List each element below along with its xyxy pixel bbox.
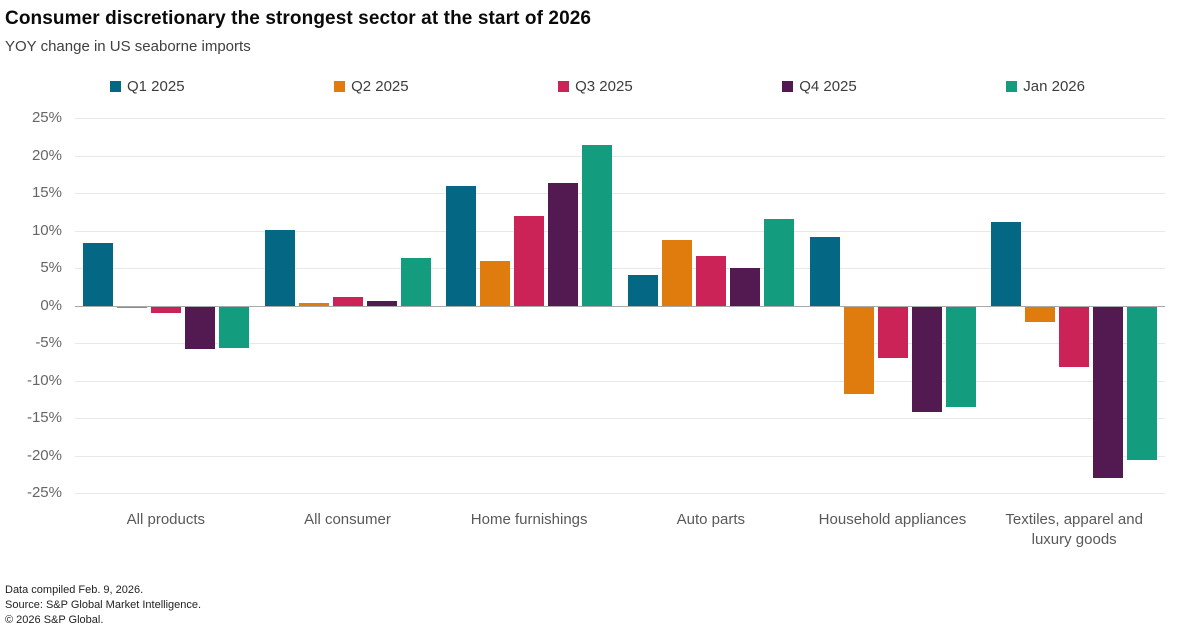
bar-q2-2025-auto-parts: [661, 240, 692, 306]
legend-item-q2-2025: Q2 2025: [334, 78, 409, 95]
chart-header: Consumer discretionary the strongest sec…: [0, 0, 1201, 55]
x-axis-category-label: All products: [126, 511, 206, 528]
x-axis-category-label: All consumer: [304, 511, 391, 528]
footnote-copyright: © 2026 S&P Global.: [5, 613, 104, 626]
bar-jan-2026-all-consumer: [400, 258, 431, 306]
bar-q1-2025-home-furnishings: [446, 185, 477, 306]
y-axis-tick-label: 15%: [31, 184, 62, 201]
bar-q3-2025-household-appliances: [877, 306, 908, 359]
gridline: [75, 193, 1165, 194]
x-axis-category-label: Household appliances: [818, 511, 967, 528]
bar-q2-2025-home-furnishings: [480, 260, 511, 306]
y-axis-tick-label: 0%: [40, 296, 62, 314]
legend-item-q4-2025: Q4 2025: [782, 78, 857, 95]
bar-q2-2025-textiles-apparel-and-luxury-goods: [1025, 306, 1056, 323]
bar-q4-2025-auto-parts: [729, 268, 760, 306]
gridline: [75, 380, 1165, 382]
legend-label: Q3 2025: [575, 78, 633, 95]
footnote-source: Source: S&P Global Market Intelligence.: [5, 598, 202, 611]
x-axis-category-label: Home furnishings: [470, 511, 588, 528]
gridline: [75, 155, 1165, 157]
gridline: [75, 343, 1165, 344]
legend-swatch-icon: [558, 81, 570, 92]
bar-q3-2025-textiles-apparel-and-luxury-goods: [1059, 306, 1090, 367]
legend-label: Jan 2026: [1023, 78, 1085, 95]
zero-gridline: [75, 305, 1165, 307]
y-axis-tick-label: -15%: [26, 409, 62, 426]
gridline: [75, 418, 1165, 419]
bar-jan-2026-auto-parts: [763, 219, 794, 306]
legend-label: Q4 2025: [799, 78, 857, 95]
legend-item-q1-2025: Q1 2025: [110, 78, 185, 95]
bar-q4-2025-all-products: [184, 306, 215, 349]
gridline: [75, 455, 1165, 457]
gridline: [75, 230, 1165, 232]
y-axis-tick-label: 10%: [31, 221, 62, 239]
legend-label: Q1 2025: [127, 78, 185, 95]
x-axis-category-label: Auto parts: [676, 511, 746, 528]
y-axis-tick-label: 25%: [31, 109, 62, 126]
gridline: [75, 268, 1165, 269]
bar-q1-2025-textiles-apparel-and-luxury-goods: [991, 221, 1022, 306]
y-axis-tick-label: -5%: [35, 334, 62, 351]
bar-jan-2026-textiles-apparel-and-luxury-goods: [1127, 306, 1158, 460]
y-axis-tick-label: 20%: [31, 146, 62, 164]
bar-q1-2025-household-appliances: [809, 236, 840, 306]
legend-swatch-icon: [110, 81, 121, 92]
bar-q1-2025-all-consumer: [264, 229, 295, 306]
bar-q1-2025-auto-parts: [627, 274, 658, 306]
bar-q4-2025-home-furnishings: [548, 183, 579, 306]
bar-q2-2025-household-appliances: [843, 306, 874, 394]
legend-item-jan-2026: Jan 2026: [1006, 78, 1085, 95]
legend-swatch-icon: [334, 81, 346, 92]
y-axis-tick-label: -25%: [26, 484, 62, 501]
y-axis-tick-label: -10%: [26, 371, 62, 389]
legend-swatch-icon: [782, 81, 794, 92]
bar-q4-2025-all-consumer: [366, 301, 397, 306]
chart-subtitle: YOY change in US seaborne imports: [5, 38, 251, 55]
y-axis-tick-label: -20%: [26, 446, 62, 464]
chart-legend: Q1 2025 Q2 2025 Q3 2025 Q4 2025 Jan 2026: [110, 78, 1085, 95]
bar-q4-2025-textiles-apparel-and-luxury-goods: [1093, 306, 1124, 479]
y-axis-tick-label: 5%: [40, 259, 62, 276]
x-axis-category-label: Textiles, apparel and luxury goods: [1005, 511, 1143, 549]
legend-swatch-icon: [1006, 81, 1018, 92]
bar-q3-2025-all-consumer: [332, 296, 363, 306]
bar-jan-2026-household-appliances: [945, 306, 976, 407]
bar-q3-2025-auto-parts: [695, 256, 726, 306]
bar-q3-2025-all-products: [150, 306, 181, 314]
legend-item-q3-2025: Q3 2025: [558, 78, 633, 95]
legend-label: Q2 2025: [351, 78, 409, 95]
bar-q4-2025-household-appliances: [911, 306, 942, 412]
bar-chart: All products All consumer Home furnishings…: [0, 98, 1201, 568]
gridline: [75, 118, 1165, 119]
footnote-compiled: Data compiled Feb. 9, 2026.: [5, 584, 144, 596]
bar-q2-2025-all-products: [116, 306, 147, 308]
bar-q3-2025-home-furnishings: [514, 215, 545, 306]
gridline: [75, 493, 1165, 494]
chart-footnotes: Data compiled Feb. 9, 2026. Source: S&P …: [5, 583, 201, 628]
chart-title: Consumer discretionary the strongest sec…: [5, 8, 592, 29]
bar-q1-2025-all-products: [82, 242, 113, 306]
bar-q2-2025-all-consumer: [298, 302, 329, 306]
plot-area: All products All consumer Home furnishings…: [75, 98, 1165, 548]
bar-jan-2026-home-furnishings: [582, 145, 613, 306]
bar-jan-2026-all-products: [218, 306, 249, 348]
